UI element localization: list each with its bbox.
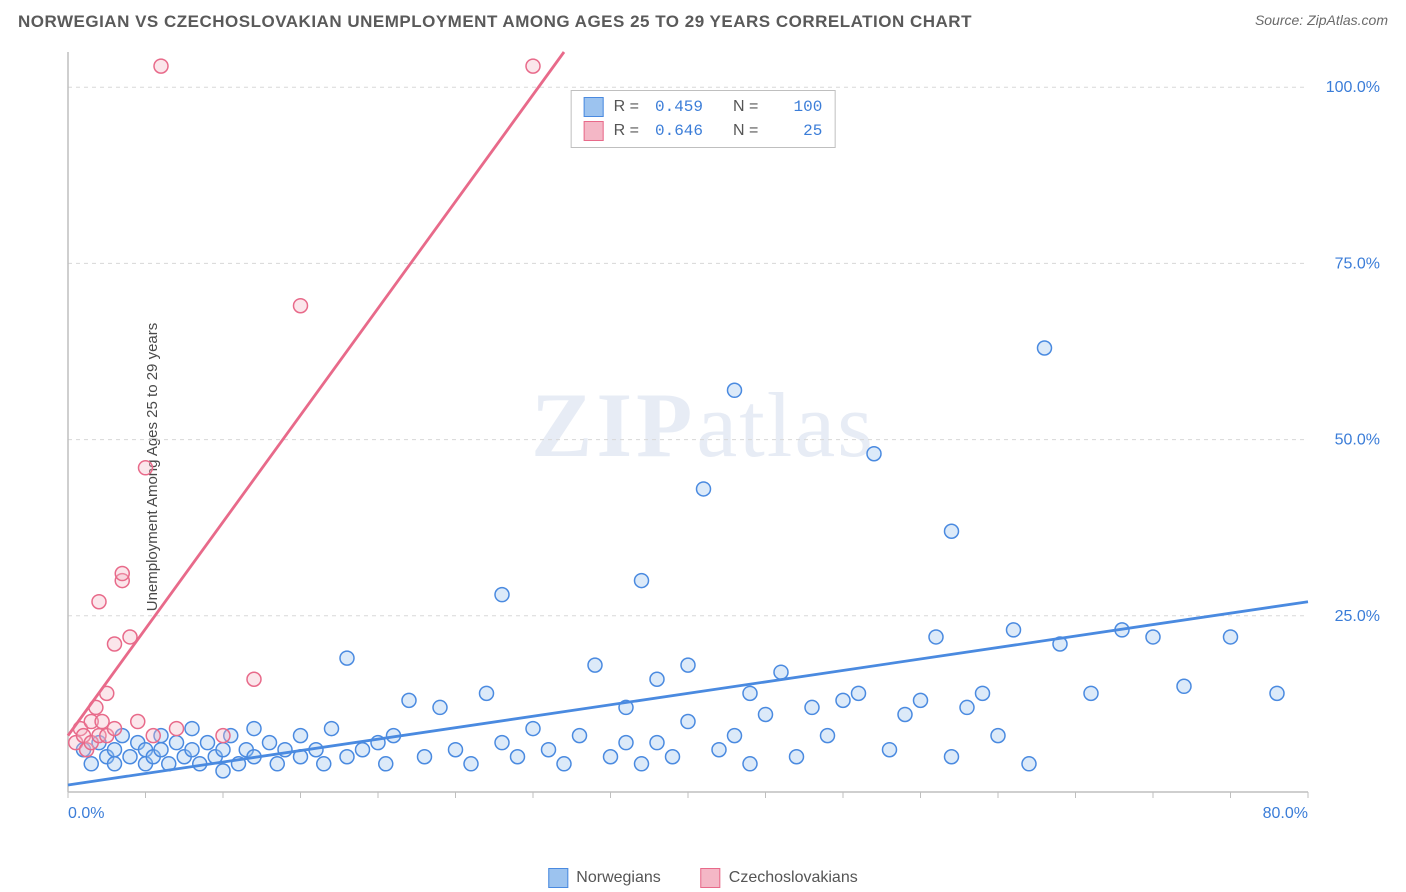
swatch-norwegians <box>584 97 604 117</box>
scatter-plot-svg: 25.0% 50.0% 75.0% 100.0% 0.0% 80.0% <box>48 42 1388 842</box>
svg-text:0.0%: 0.0% <box>68 805 104 822</box>
stats-row-czech: R = 0.646 N = 25 <box>584 119 823 143</box>
legend-label-norwegians: Norwegians <box>576 869 660 887</box>
bottom-legend: Norwegians Czechoslovakians <box>548 868 857 888</box>
legend-label-czech: Czechoslovakians <box>729 869 858 887</box>
svg-text:75.0%: 75.0% <box>1335 255 1380 272</box>
stat-n-value-czech: 25 <box>768 122 822 140</box>
chart-area: Unemployment Among Ages 25 to 29 years Z… <box>0 42 1406 892</box>
legend-swatch-norwegians <box>548 868 568 888</box>
svg-text:25.0%: 25.0% <box>1335 608 1380 625</box>
stat-r-label: R = <box>614 98 639 116</box>
svg-text:100.0%: 100.0% <box>1326 79 1380 96</box>
stats-row-norwegians: R = 0.459 N = 100 <box>584 95 823 119</box>
svg-text:50.0%: 50.0% <box>1335 432 1380 449</box>
stats-legend-box: R = 0.459 N = 100 R = 0.646 N = 25 <box>571 90 836 148</box>
stat-n-value-norwegians: 100 <box>768 98 822 116</box>
chart-source: Source: ZipAtlas.com <box>1255 12 1388 28</box>
chart-title: NORWEGIAN VS CZECHOSLOVAKIAN UNEMPLOYMEN… <box>18 12 972 32</box>
stat-r-label: R = <box>614 122 639 140</box>
legend-item-czech: Czechoslovakians <box>701 868 858 888</box>
stat-n-label: N = <box>733 98 758 116</box>
legend-swatch-czech <box>701 868 721 888</box>
chart-header: NORWEGIAN VS CZECHOSLOVAKIAN UNEMPLOYMEN… <box>0 0 1406 38</box>
svg-text:80.0%: 80.0% <box>1263 805 1308 822</box>
swatch-czech <box>584 121 604 141</box>
stat-n-label: N = <box>733 122 758 140</box>
legend-item-norwegians: Norwegians <box>548 868 660 888</box>
stat-r-value-norwegians: 0.459 <box>649 98 703 116</box>
stat-r-value-czech: 0.646 <box>649 122 703 140</box>
